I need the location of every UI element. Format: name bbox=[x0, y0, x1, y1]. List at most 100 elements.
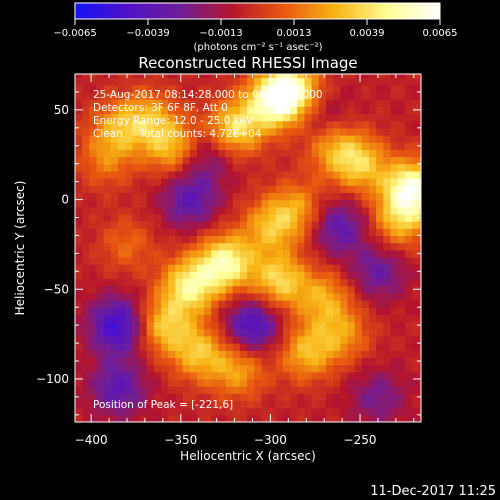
heatmap-cell bbox=[412, 249, 420, 258]
heatmap-cell bbox=[82, 271, 90, 280]
heatmap-cell bbox=[103, 213, 112, 222]
heatmap-cell bbox=[404, 106, 413, 115]
heatmap-cell bbox=[175, 156, 184, 165]
heatmap-cell bbox=[239, 371, 248, 380]
heatmap-cell bbox=[325, 407, 334, 416]
heatmap-cell bbox=[182, 278, 191, 287]
heatmap-cell bbox=[369, 300, 377, 308]
heatmap-cell bbox=[361, 213, 370, 222]
heatmap-cell bbox=[404, 393, 413, 402]
heatmap-cell bbox=[333, 120, 341, 129]
heatmap-cell bbox=[397, 357, 406, 366]
heatmap-cell bbox=[218, 400, 227, 409]
heatmap-cell bbox=[354, 314, 363, 323]
heatmap-cell bbox=[390, 192, 399, 201]
heatmap-cell bbox=[412, 256, 420, 265]
heatmap-cell bbox=[397, 142, 406, 150]
heatmap-cell bbox=[419, 350, 421, 359]
heatmap-cell bbox=[397, 343, 406, 351]
heatmap-cell bbox=[182, 178, 191, 186]
heatmap-cell bbox=[361, 335, 370, 344]
heatmap-cell bbox=[132, 357, 141, 366]
heatmap-cell bbox=[211, 99, 220, 107]
heatmap-cell bbox=[268, 84, 277, 93]
heatmap-cell bbox=[225, 393, 234, 402]
heatmap-cell bbox=[376, 393, 384, 402]
heatmap-cell bbox=[139, 271, 148, 280]
heatmap-cell bbox=[261, 142, 270, 150]
heatmap-cell bbox=[103, 142, 112, 150]
heatmap-cell bbox=[204, 386, 212, 394]
heatmap-cell bbox=[139, 321, 148, 330]
heatmap-cell bbox=[225, 170, 234, 179]
heatmap-cell bbox=[89, 156, 98, 165]
heatmap-cell bbox=[218, 221, 227, 229]
heatmap-cell bbox=[383, 113, 392, 122]
heatmap-cell bbox=[412, 271, 420, 280]
heatmap-cell bbox=[211, 113, 220, 122]
heatmap-cell bbox=[161, 127, 169, 136]
heatmap-cell bbox=[103, 314, 112, 323]
heatmap-cell bbox=[125, 192, 133, 201]
heatmap-cell bbox=[304, 335, 313, 344]
heatmap-cell bbox=[96, 77, 105, 86]
heatmap-cell bbox=[89, 106, 98, 115]
heatmap-cell bbox=[247, 335, 255, 344]
heatmap-cell bbox=[75, 407, 83, 416]
heatmap-cell bbox=[268, 149, 277, 158]
heatmap-cell bbox=[75, 335, 83, 344]
heatmap-cell bbox=[419, 264, 421, 272]
heatmap-cell bbox=[354, 163, 363, 172]
heatmap-cell bbox=[268, 77, 277, 86]
heatmap-cell bbox=[132, 343, 141, 351]
heatmap-cell bbox=[419, 192, 421, 201]
heatmap-cell bbox=[397, 264, 406, 272]
heatmap-cell bbox=[139, 407, 148, 416]
heatmap-cell bbox=[369, 142, 377, 150]
heatmap-cell bbox=[153, 213, 162, 222]
heatmap-cell bbox=[275, 77, 284, 86]
heatmap-cell bbox=[347, 328, 356, 337]
heatmap-cell bbox=[247, 292, 255, 301]
heatmap-cell bbox=[204, 307, 212, 315]
heatmap-cell bbox=[118, 106, 126, 115]
heatmap-cell bbox=[412, 185, 420, 193]
heatmap-cell bbox=[340, 357, 349, 366]
heatmap-cell bbox=[175, 127, 184, 136]
heatmap-cell bbox=[290, 242, 298, 251]
heatmap-cell bbox=[182, 314, 191, 323]
heatmap-cell bbox=[369, 371, 377, 380]
heatmap-cell bbox=[168, 256, 176, 265]
heatmap-cell bbox=[361, 156, 370, 165]
heatmap-cell bbox=[247, 170, 255, 179]
heatmap-cell bbox=[254, 314, 263, 323]
heatmap-cell bbox=[311, 134, 320, 143]
heatmap-cell bbox=[404, 278, 413, 287]
heatmap-cell bbox=[82, 170, 90, 179]
heatmap-cell bbox=[232, 242, 241, 251]
heatmap-cell bbox=[333, 192, 341, 201]
heatmap-cell bbox=[239, 264, 248, 272]
y-tick-label: −100 bbox=[36, 372, 69, 386]
heatmap-cell bbox=[419, 278, 421, 287]
heatmap-cell bbox=[333, 74, 341, 79]
heatmap-cell bbox=[325, 213, 334, 222]
heatmap-cell bbox=[369, 178, 377, 186]
heatmap-cell bbox=[175, 170, 184, 179]
heatmap-cell bbox=[125, 213, 133, 222]
heatmap-cell bbox=[161, 149, 169, 158]
heatmap-cell bbox=[182, 199, 191, 208]
heatmap-cell bbox=[168, 127, 176, 136]
heatmap-cell bbox=[132, 84, 141, 93]
heatmap-cell bbox=[175, 343, 184, 351]
heatmap-cell bbox=[354, 307, 363, 315]
heatmap-cell bbox=[161, 393, 169, 402]
heatmap-cell bbox=[304, 414, 313, 422]
y-tick-label: −50 bbox=[44, 282, 69, 296]
heatmap-cell bbox=[139, 170, 148, 179]
heatmap-cell bbox=[211, 371, 220, 380]
heatmap-cell bbox=[118, 371, 126, 380]
heatmap-cell bbox=[239, 307, 248, 315]
heatmap-cell bbox=[89, 343, 98, 351]
heatmap-cell bbox=[369, 343, 377, 351]
